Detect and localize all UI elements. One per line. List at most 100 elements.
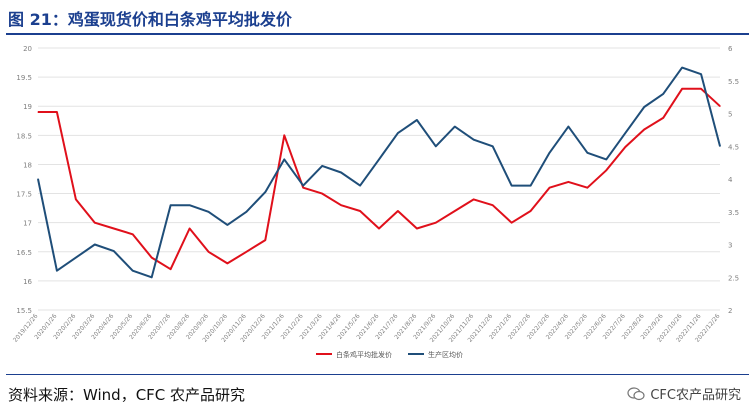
watermark-text: CFC农产品研究 [650, 388, 741, 403]
data-point [529, 184, 532, 187]
chart-container: 15.5 16 16.5 17 17.5 18 18.5 19 19.5 20 2 2.5 3 3.5 4… [0, 36, 755, 374]
data-point [719, 105, 721, 107]
data-point [188, 227, 191, 230]
data-point [605, 169, 607, 171]
data-point [586, 187, 588, 189]
right-axis: 2 2.5 3 3.5 4 4.5 5 5.5 6 [728, 45, 739, 315]
data-point [359, 184, 361, 187]
left-tick-label: 19.5 [16, 74, 32, 82]
right-tick-label: 5.5 [728, 78, 739, 86]
data-point [245, 251, 247, 253]
data-point [245, 211, 247, 213]
data-point [624, 146, 626, 148]
data-point [56, 111, 58, 113]
data-point [643, 128, 645, 131]
left-tick-label: 15.5 [16, 307, 32, 315]
data-point [283, 134, 285, 136]
data-point [681, 67, 683, 69]
data-point [359, 210, 361, 212]
data-point [397, 210, 399, 212]
data-point [511, 222, 513, 224]
data-point [473, 139, 475, 141]
data-point [188, 204, 191, 206]
data-point [113, 227, 115, 230]
data-point [132, 270, 134, 272]
data-point [662, 117, 664, 119]
right-tick-label: 2 [728, 307, 732, 315]
data-point [113, 250, 115, 252]
legend: 白条鸡平均批发价 生产区均价 [316, 350, 463, 359]
data-point [132, 233, 134, 235]
right-tick-label: 4.5 [728, 143, 739, 151]
legend-label: 白条鸡平均批发价 [336, 350, 392, 359]
data-point [435, 222, 437, 224]
data-point [94, 243, 96, 246]
data-point [151, 257, 153, 259]
left-tick-label: 19 [23, 103, 32, 111]
chart-svg: 15.5 16 16.5 17 17.5 18 18.5 19 19.5 20 2 2.5 3 3.5 4… [12, 45, 739, 359]
data-point [207, 211, 210, 213]
left-axis: 15.5 16 16.5 17 17.5 18 18.5 19 19.5 20 [16, 45, 32, 315]
data-point [264, 239, 266, 241]
left-tick-label: 17.5 [16, 191, 32, 199]
data-point [416, 227, 418, 230]
data-point [700, 73, 702, 75]
legend-label: 生产区均价 [428, 350, 463, 359]
data-point [586, 152, 588, 154]
right-tick-label: 6 [728, 45, 733, 53]
data-point [529, 210, 532, 212]
right-tick-label: 5 [728, 111, 732, 119]
data-point [548, 187, 551, 189]
data-point [473, 198, 475, 200]
data-point [567, 181, 570, 183]
data-point [264, 191, 266, 193]
data-point [94, 222, 96, 224]
data-point [454, 210, 456, 212]
left-tick-label: 16 [23, 278, 32, 286]
data-point [662, 93, 664, 95]
data-point [643, 106, 645, 108]
data-point [567, 126, 570, 128]
series-layer [37, 66, 721, 279]
data-point [719, 145, 721, 147]
left-tick-label: 18.5 [16, 132, 32, 140]
source-note: 资料来源：Wind，CFC 农产品研究 [8, 386, 246, 404]
data-point [151, 276, 153, 278]
data-point [605, 158, 607, 160]
left-tick-label: 20 [23, 45, 32, 53]
right-tick-label: 3 [728, 242, 732, 250]
data-point [435, 145, 437, 147]
series-line-chicken-wholesale-price [38, 87, 721, 271]
data-point [170, 204, 172, 206]
data-point [56, 270, 58, 272]
data-point [397, 132, 399, 134]
data-point [226, 224, 229, 226]
data-point [681, 88, 683, 90]
data-point [207, 251, 210, 253]
data-point [548, 152, 551, 154]
series-line-production-area-avg-price [37, 66, 721, 279]
chart-title: 图 21：鸡蛋现货价和白条鸡平均批发价 [8, 10, 292, 29]
data-point [378, 158, 380, 160]
right-tick-label: 3.5 [728, 209, 739, 217]
left-tick-label: 18 [23, 161, 32, 169]
data-point [37, 178, 39, 180]
x-axis: 2019/12/262020/1/262020/2/262020/3/26202… [12, 313, 722, 344]
left-tick-label: 16.5 [16, 249, 32, 257]
data-point [416, 119, 418, 121]
data-point [37, 111, 39, 113]
data-point [75, 257, 77, 259]
data-point [321, 192, 323, 195]
title-divider [6, 33, 749, 35]
left-tick-label: 17 [23, 220, 32, 228]
data-point [454, 126, 456, 128]
data-point [492, 204, 494, 206]
data-point [700, 88, 702, 90]
watermark: CFC农产品研究 [627, 384, 741, 403]
footer-divider [6, 374, 749, 375]
right-tick-label: 2.5 [728, 274, 739, 282]
wechat-icon [627, 386, 645, 400]
data-point [283, 158, 285, 160]
data-point [302, 187, 304, 189]
right-tick-label: 4 [728, 176, 733, 184]
